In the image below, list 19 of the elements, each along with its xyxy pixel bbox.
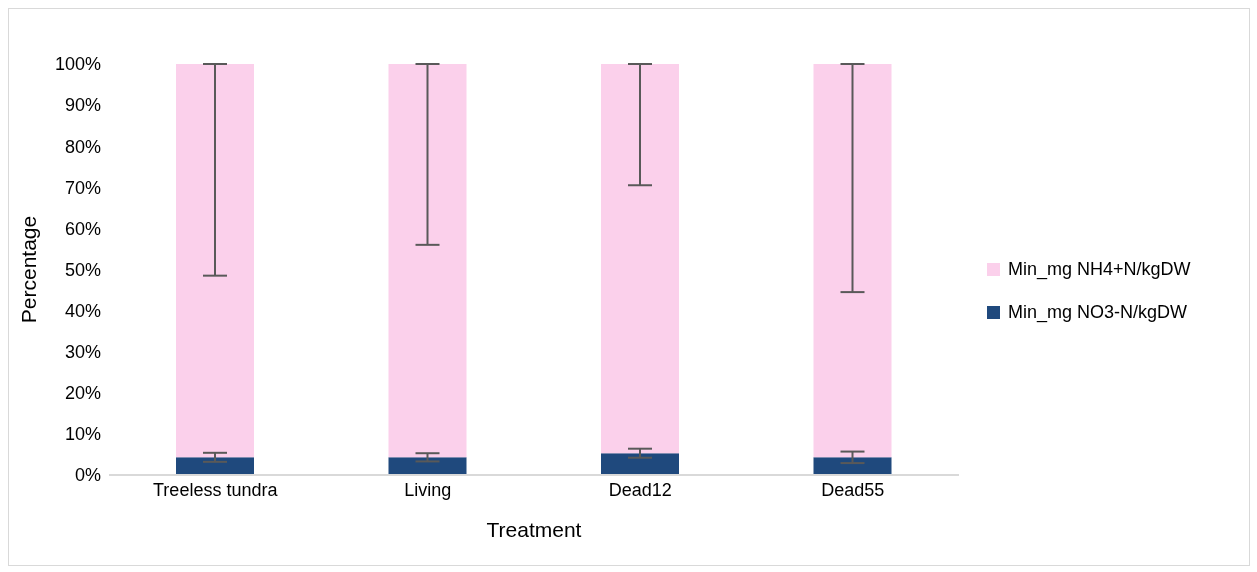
y-tick-label: 90% (64, 95, 101, 116)
y-tick-label: 60% (64, 218, 101, 239)
y-tick-label: 0% (74, 465, 101, 486)
y-tick-label: 100% (54, 54, 101, 75)
x-axis-title: Treatment (486, 518, 582, 541)
y-axis-title: Percentage (17, 215, 41, 324)
x-tick-label: Dead55 (821, 479, 885, 500)
y-tick-label: 80% (64, 136, 101, 157)
y-tick-label: 20% (64, 383, 101, 404)
y-tick-label: 10% (64, 424, 101, 445)
x-tick-label: Living (404, 479, 452, 500)
x-tick-label: Treeless tundra (153, 479, 279, 500)
legend-label: Min_mg NO3-N/kgDW (1008, 302, 1188, 323)
y-tick-label: 70% (64, 177, 101, 198)
x-tick-label: Dead12 (608, 479, 672, 500)
y-tick-label: 30% (64, 342, 101, 363)
legend-label: Min_mg NH4+N/kgDW (1008, 259, 1191, 280)
y-tick-label: 40% (64, 300, 101, 321)
y-tick-label: 50% (64, 259, 101, 280)
